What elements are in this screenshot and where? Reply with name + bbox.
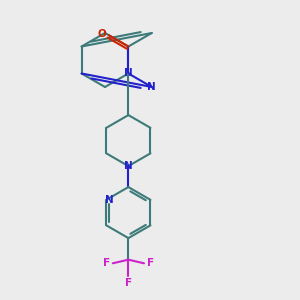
Text: N: N — [124, 68, 133, 79]
Text: N: N — [124, 161, 133, 171]
Text: N: N — [105, 195, 114, 205]
Text: F: F — [147, 258, 154, 268]
Text: F: F — [103, 258, 110, 268]
Text: O: O — [98, 29, 107, 39]
Text: N: N — [147, 82, 156, 92]
Text: F: F — [125, 278, 132, 288]
